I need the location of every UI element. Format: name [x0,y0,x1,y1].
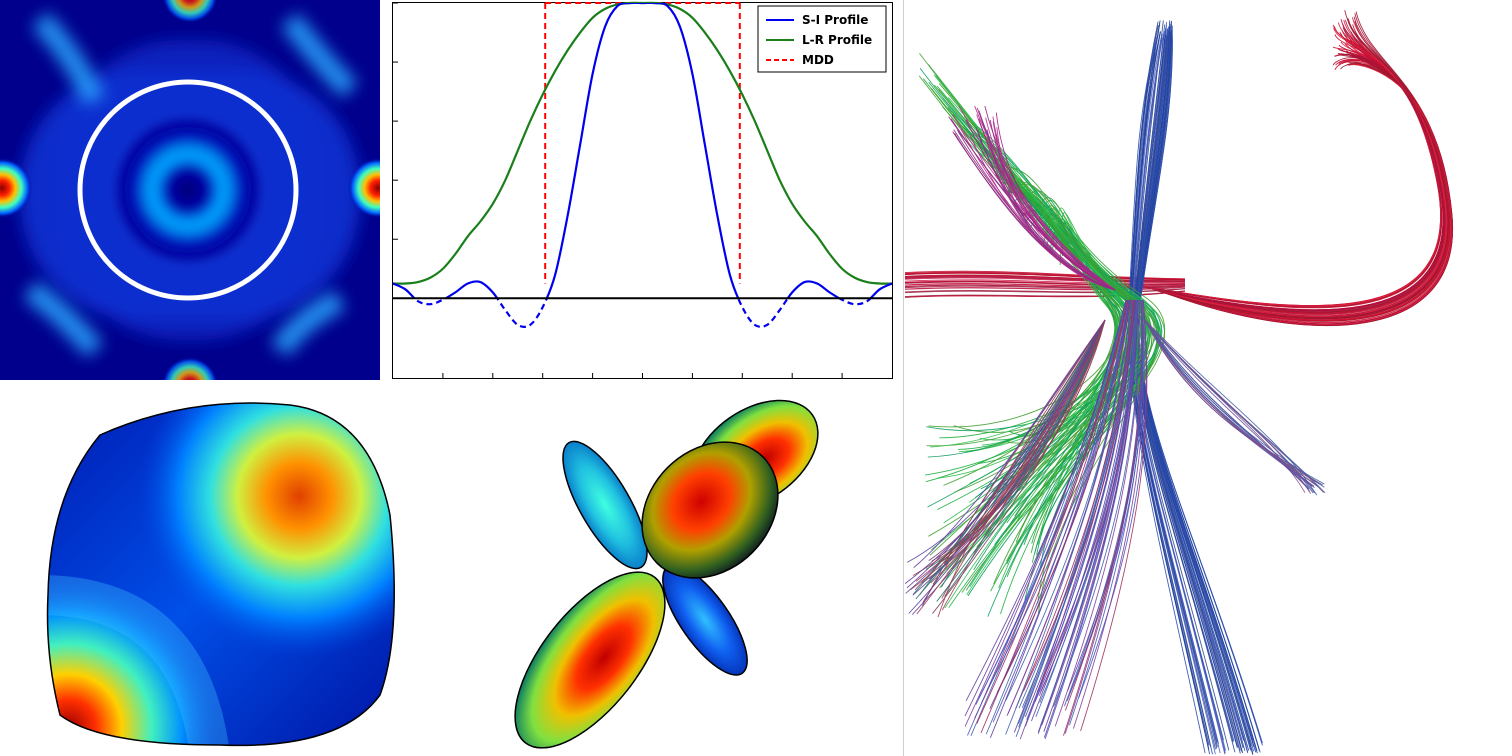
legend-label-mdd: MDD [802,53,834,67]
fiber-streamline [1167,44,1452,325]
fiber-streamline [1145,320,1324,484]
fiber-streamline [1140,58,1441,306]
fiber-streamline [1140,47,1441,306]
profile-chart: S-I Profile L-R Profile MDD [390,0,895,382]
fiber-streamline [1159,19,1448,319]
fiber-streamline [1147,60,1443,311]
fiber-streamline [1151,62,1445,314]
odf-glyph-smooth-panel [40,395,400,756]
fiber-streamline [1161,64,1449,320]
fiber-streamline [1142,26,1442,306]
fiber-streamline [1140,25,1440,306]
fiber-streamline [1146,49,1443,310]
fiber-streamline [1166,17,1451,324]
legend: S-I Profile L-R Profile MDD [758,6,886,72]
fiber-streamline [1168,34,1452,325]
fiber-streamline [1159,54,1449,318]
fiber-streamline [1142,55,1441,307]
fiber-streamline [1142,55,1442,307]
odf-heatmap-panel [0,0,380,380]
fiber-streamline [1149,32,1445,312]
fiber-streamline [1150,33,1445,312]
fiber-streamline [1157,54,1448,317]
tractography [905,0,1512,756]
fiber-streamline [1151,30,1445,313]
fiber-streamline [1164,17,1450,322]
fiber-streamline [1147,54,1443,311]
tractography-panel [905,0,1512,756]
legend-label-si: S-I Profile [802,13,868,27]
fiber-streamline [1145,320,1323,485]
fiber-streamline [1161,40,1449,321]
fiber-streamline [1161,38,1450,320]
fiber-streamline [1147,50,1443,311]
fiber-streamline [1158,18,1448,318]
fiber-streamline [1155,35,1447,316]
fiber-streamline [1150,55,1445,312]
fiber-streamline [1153,20,1446,315]
fiber-streamline [1145,320,1324,493]
fiber-streamline [1146,54,1443,310]
panel-divider [903,0,904,756]
fiber-streamline [1167,13,1452,324]
fiber-streamline [1159,65,1448,319]
fiber-streamline [1145,320,1324,487]
fiber-streamline [1165,25,1451,323]
fiber-streamline [1158,53,1448,318]
fiber-streamline [1152,24,1445,314]
odf-glyph-lobes [445,395,835,756]
odf-glyph-smooth [40,395,400,756]
fiber-streamline [1143,59,1442,308]
fiber-streamline [1157,64,1447,318]
fiber-streamline [1141,28,1441,306]
odf-glyph-lobes-panel [445,395,835,756]
fiber-streamline [1162,35,1450,320]
fiber-streamline [1163,32,1450,322]
fiber-streamline [1155,40,1446,316]
fiber-streamline [1162,39,1450,321]
fiber-streamline [1147,61,1443,311]
fiber-streamline [1159,62,1448,318]
fiber-streamline [1146,53,1443,309]
fiber-streamline [1145,320,1320,484]
fiber-streamline [1167,21,1452,324]
fiber-streamline [1142,60,1441,307]
fiber-streamline [1153,28,1446,315]
fiber-streamline [1149,64,1444,313]
fiber-streamline [1147,23,1444,311]
fiber-streamline [1155,10,1447,316]
fiber-streamline [1150,50,1444,313]
odf-heatmap [0,0,380,380]
fiber-streamline [1145,320,1311,494]
legend-label-lr: L-R Profile [802,33,872,47]
fiber-streamline [1150,19,1445,312]
profile-plot-panel: S-I Profile L-R Profile MDD [390,0,895,382]
fiber-streamline [1155,20,1446,316]
fiber-streamline [1169,12,1453,326]
